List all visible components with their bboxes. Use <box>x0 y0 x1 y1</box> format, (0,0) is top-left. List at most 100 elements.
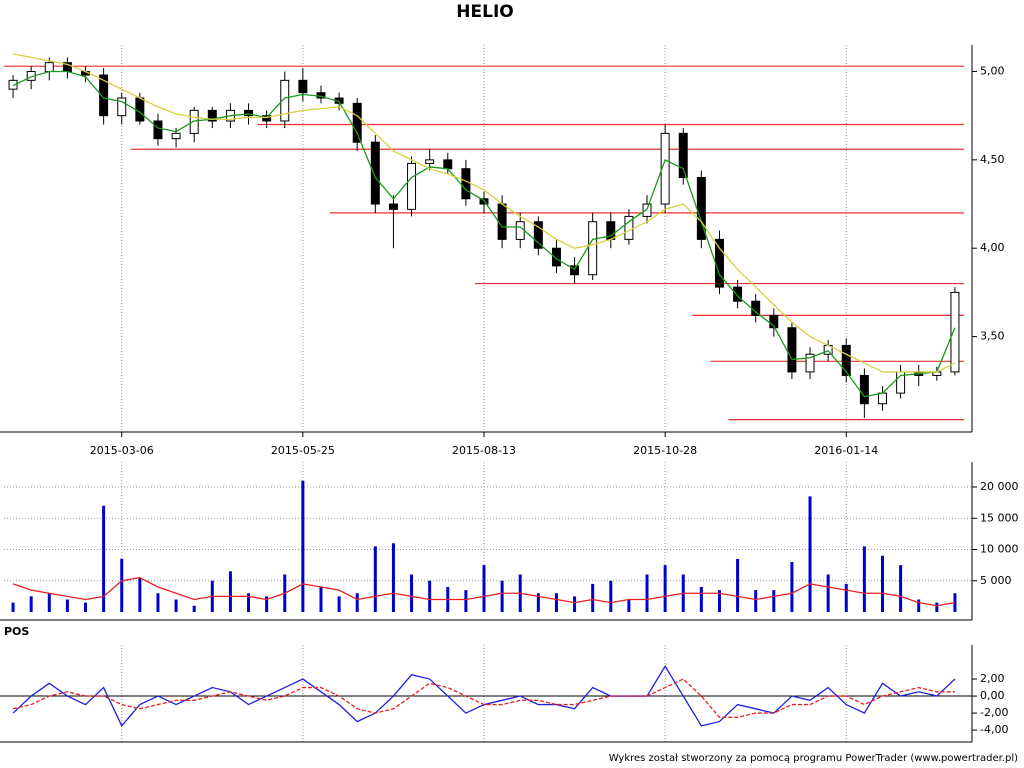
candle-body <box>407 162 417 210</box>
candle-body <box>388 203 398 210</box>
candle-body <box>44 62 54 73</box>
candle-body <box>298 79 308 94</box>
candle-body <box>244 109 254 117</box>
volume-bar <box>29 596 33 612</box>
volume-bar <box>464 590 468 612</box>
x-tick-label: 2015-05-25 <box>271 444 335 457</box>
volume-bar <box>228 571 232 612</box>
y-tick-label: 10 000 <box>980 543 1019 556</box>
candle-body <box>642 203 652 217</box>
y-tick-label: 4,50 <box>980 153 1005 166</box>
volume-bar <box>355 593 359 612</box>
volume-bar <box>880 555 884 612</box>
candle-body <box>841 344 851 376</box>
volume-bar <box>156 593 160 612</box>
candle-body <box>787 327 797 373</box>
volume-bar <box>917 599 921 612</box>
volume-bar <box>120 558 124 612</box>
volume-bar <box>663 565 667 612</box>
volume-bar <box>736 558 740 612</box>
y-tick-label: 0,00 <box>980 689 1005 702</box>
volume-bar <box>482 565 486 612</box>
candle-body <box>570 265 580 276</box>
volume-bar <box>573 596 577 612</box>
candle-body <box>189 109 199 134</box>
volume-bar <box>174 599 178 612</box>
candle-body <box>99 74 109 117</box>
moving-average <box>12 53 956 373</box>
candle-body <box>660 132 670 205</box>
candle-body <box>733 286 743 302</box>
candle-body <box>370 141 380 205</box>
chart-title: HELIO <box>456 2 513 22</box>
volume-bar <box>410 574 414 612</box>
volume-bar <box>500 580 504 612</box>
volume-bar <box>301 480 305 612</box>
candle-body <box>859 374 869 405</box>
candle-body <box>443 159 453 170</box>
volume-bar <box>935 602 939 612</box>
y-tick-label: 2,00 <box>980 672 1005 685</box>
volume-bar <box>11 602 15 612</box>
volume-bar <box>808 496 812 612</box>
volume-bar <box>102 505 106 612</box>
candle-body <box>135 97 145 122</box>
volume-bar <box>627 599 631 612</box>
x-tick-label: 2015-08-13 <box>452 444 516 457</box>
y-tick-label: 3,50 <box>980 330 1005 343</box>
candle-body <box>280 79 290 122</box>
volume-bar <box>247 593 251 612</box>
footer: Wykres został stworzony za pomocą progra… <box>609 753 1018 764</box>
volume-average <box>12 576 956 607</box>
candle-body <box>769 314 779 329</box>
volume-bar <box>47 593 51 612</box>
volume-bar <box>65 599 69 612</box>
volume-bar <box>84 602 88 612</box>
candle-body <box>461 168 471 200</box>
volume-bar <box>192 605 196 612</box>
moving-average <box>12 70 956 398</box>
y-tick-label: 4,00 <box>980 241 1005 254</box>
y-tick-label: -4,00 <box>980 723 1008 736</box>
oscillator-line <box>12 678 955 718</box>
volume-bar <box>337 596 341 612</box>
candle-body <box>352 102 362 143</box>
candle-body <box>153 120 163 140</box>
volume-bar <box>862 546 866 612</box>
y-tick-label: 15 000 <box>980 511 1019 524</box>
volume-bar <box>554 593 558 612</box>
volume-bar <box>319 587 323 612</box>
candle-body <box>8 79 18 90</box>
volume-bar <box>826 574 830 612</box>
volume-bar <box>265 596 269 612</box>
candle-body <box>588 221 598 276</box>
candle-body <box>533 221 543 249</box>
x-tick-label: 2015-03-06 <box>90 444 154 457</box>
volume-bar <box>391 543 395 612</box>
volume-bar <box>609 580 613 612</box>
candle-body <box>171 132 181 140</box>
volume-bar <box>536 593 540 612</box>
volume-bar <box>591 583 595 612</box>
volume-bar <box>645 574 649 612</box>
volume-bar <box>699 587 703 612</box>
x-tick-label: 2016-01-14 <box>814 444 878 457</box>
candle-body <box>207 109 217 122</box>
y-tick-label: 5,00 <box>980 65 1005 78</box>
panel-title: POS <box>4 625 29 638</box>
volume-bar <box>844 583 848 612</box>
candle-body <box>262 115 272 122</box>
candle-body <box>551 247 561 267</box>
volume-bar <box>754 590 758 612</box>
candle-body <box>425 159 435 164</box>
candle-body <box>497 203 507 240</box>
y-tick-label: 5 000 <box>980 574 1012 587</box>
volume-bar <box>899 565 903 612</box>
candle-body <box>515 221 525 240</box>
candle-body <box>678 132 688 179</box>
volume-bar <box>790 562 794 612</box>
candle-body <box>950 291 960 373</box>
volume-bar <box>772 590 776 612</box>
